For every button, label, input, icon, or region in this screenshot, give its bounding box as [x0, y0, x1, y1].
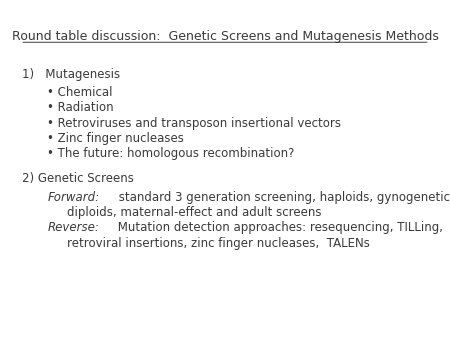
Text: Mutation detection approaches: resequencing, TILLing,: Mutation detection approaches: resequenc… [114, 221, 443, 234]
Text: Round table discussion:  Genetic Screens and Mutagenesis Methods: Round table discussion: Genetic Screens … [12, 30, 438, 43]
Text: standard 3 generation screening, haploids, gynogenetic: standard 3 generation screening, haploid… [114, 191, 450, 204]
Text: • Chemical: • Chemical [47, 86, 113, 99]
Text: • Zinc finger nucleases: • Zinc finger nucleases [47, 132, 184, 145]
Text: retroviral insertions, zinc finger nucleases,  TALENs: retroviral insertions, zinc finger nucle… [67, 237, 369, 249]
Text: • The future: homologous recombination?: • The future: homologous recombination? [47, 147, 295, 160]
Text: Reverse:: Reverse: [47, 221, 99, 234]
Text: 2) Genetic Screens: 2) Genetic Screens [22, 172, 135, 185]
Text: diploids, maternal-effect and adult screens: diploids, maternal-effect and adult scre… [67, 206, 321, 219]
Text: • Radiation: • Radiation [47, 101, 114, 114]
Text: 1)   Mutagenesis: 1) Mutagenesis [22, 68, 121, 80]
Text: • Retroviruses and transposon insertional vectors: • Retroviruses and transposon insertiona… [47, 117, 341, 129]
Text: Forward:: Forward: [47, 191, 99, 204]
